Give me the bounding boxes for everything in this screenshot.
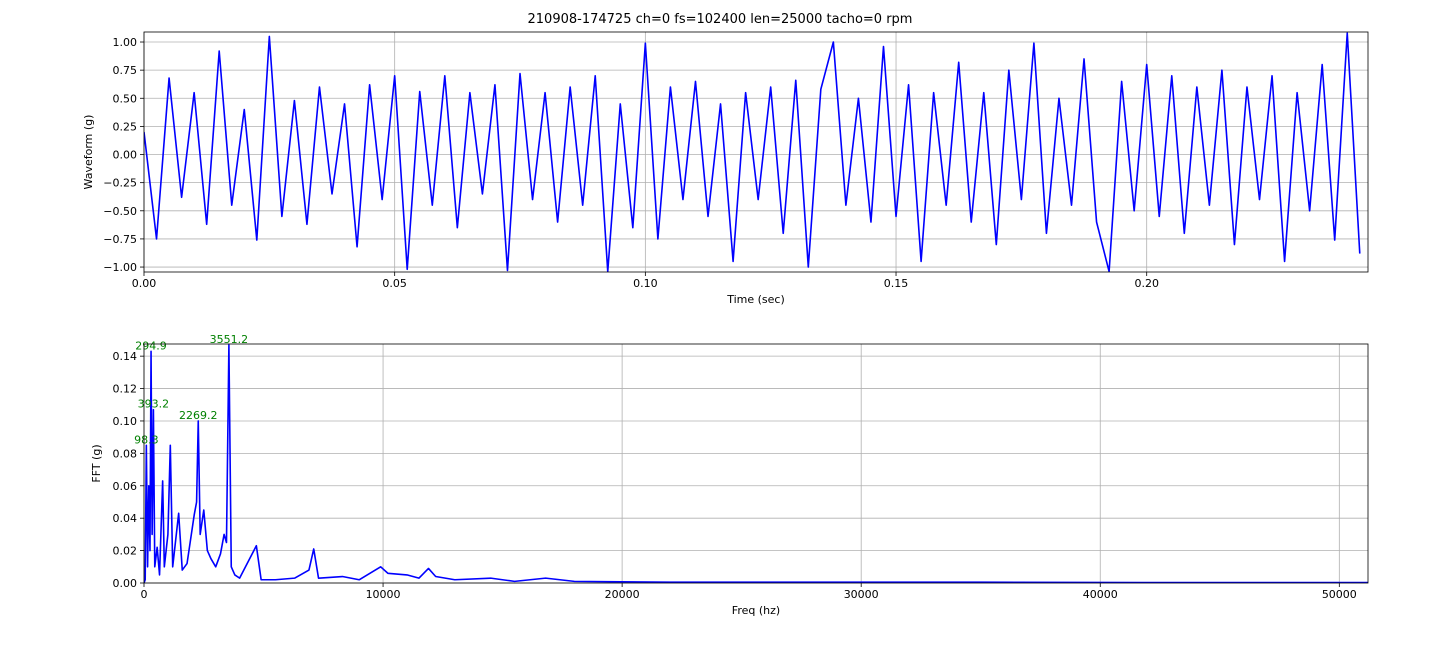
peak-annotation: 393.2 [138, 398, 170, 411]
x-tick-label: 0.15 [884, 277, 909, 290]
peak-annotation: 98.3 [134, 433, 159, 446]
y-tick-label: 0.08 [113, 447, 138, 460]
y-tick-label: 0.02 [113, 545, 138, 558]
peak-annotation: 3551.2 [210, 333, 249, 346]
x-axis-label: Freq (hz) [732, 604, 780, 617]
y-tick-label: −1.00 [103, 261, 137, 274]
series-line [144, 344, 1368, 583]
x-tick-label: 40000 [1083, 588, 1118, 601]
y-tick-label: 0.25 [113, 120, 138, 133]
x-tick-label: 50000 [1322, 588, 1357, 601]
axes-frame [143, 343, 1369, 584]
y-tick-label: 0.14 [113, 350, 138, 363]
y-tick-label: −0.25 [103, 177, 137, 190]
peak-annotation: 294.9 [135, 339, 167, 352]
y-tick-label: −0.50 [103, 205, 137, 218]
x-tick-label: 0.05 [382, 277, 407, 290]
y-tick-label: 1.00 [113, 36, 138, 49]
y-tick-label: −0.75 [103, 233, 137, 246]
peak-annotation: 2269.2 [179, 409, 218, 422]
y-tick-label: 0.00 [113, 149, 138, 162]
y-tick-label: 0.75 [113, 64, 138, 77]
y-tick-label: 0.12 [113, 383, 138, 396]
y-tick-label: 0.00 [113, 577, 138, 590]
y-tick-label: 0.04 [113, 512, 138, 525]
x-tick-label: 10000 [366, 588, 401, 601]
x-tick-label: 30000 [844, 588, 879, 601]
x-tick-label: 0.10 [633, 277, 658, 290]
x-tick-label: 0.00 [132, 277, 157, 290]
x-tick-label: 20000 [605, 588, 640, 601]
y-axis-label: Waveform (g) [82, 115, 95, 190]
y-tick-label: 0.50 [113, 92, 138, 105]
y-axis-label: FFT (g) [90, 444, 103, 482]
x-axis-label: Time (sec) [726, 293, 785, 306]
y-tick-label: 0.10 [113, 415, 138, 428]
series-line [144, 32, 1361, 272]
x-tick-label: 0 [141, 588, 148, 601]
x-tick-label: 0.20 [1134, 277, 1159, 290]
y-tick-label: 0.06 [113, 480, 138, 493]
axes-frame [143, 31, 1369, 273]
chart-title: 210908-174725 ch=0 fs=102400 len=25000 t… [528, 12, 913, 27]
